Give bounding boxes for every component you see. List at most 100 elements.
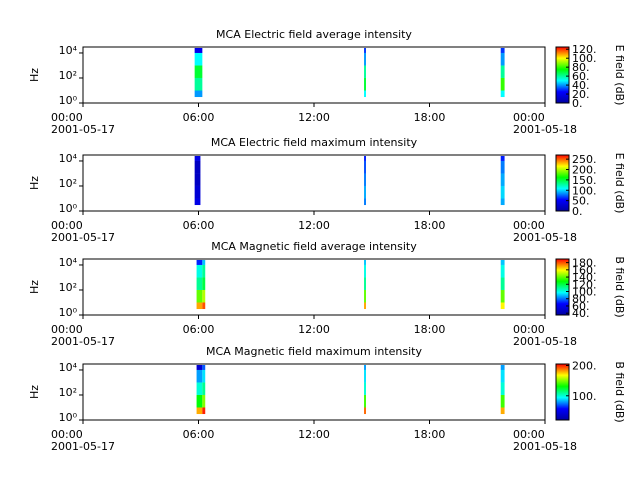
- y-axis-label: Hz: [28, 68, 41, 82]
- colorbar-tick-label: 50.: [572, 195, 590, 208]
- heat-cell: [364, 382, 366, 395]
- colorbar-tick-label: 0.: [572, 205, 583, 218]
- x-tick-label: 00:00 2001-05-18: [513, 323, 577, 348]
- x-tick-label: 12:00: [298, 219, 330, 232]
- y-tick-label: 10²: [58, 68, 77, 82]
- y-tick-label: 10²: [58, 280, 77, 294]
- y-tick-label: 10⁰: [58, 202, 77, 215]
- heat-cell: [202, 302, 206, 310]
- x-tick-label: 00:00 2001-05-17: [51, 428, 115, 453]
- heat-cell: [364, 155, 366, 161]
- heat-cell: [202, 382, 206, 395]
- heat-cell: [500, 173, 505, 186]
- x-tick-label: 00:00 2001-05-17: [51, 219, 115, 244]
- x-tick-label: 00:00 2001-05-18: [513, 219, 577, 244]
- heat-cell: [364, 185, 366, 199]
- colorbar: [555, 258, 570, 316]
- colorbar-tick-label: 200.: [572, 164, 597, 177]
- heat-cell: [500, 407, 505, 415]
- heat-cell: [202, 407, 206, 415]
- colorbar-tick-label: 80.: [572, 61, 590, 74]
- colorbar-tick-label: 200.: [572, 360, 597, 373]
- x-tick-label: 18:00: [413, 428, 446, 441]
- heat-cell: [194, 47, 203, 53]
- heat-cell: [202, 277, 206, 290]
- y-tick-label: 10⁰: [58, 94, 77, 107]
- heat-cell: [500, 364, 505, 370]
- heat-cell: [364, 369, 366, 383]
- heat-cell: [364, 47, 366, 53]
- x-tick-label: 12:00: [298, 111, 330, 124]
- heat-cell: [194, 65, 203, 78]
- x-tick-label: 12:00: [298, 428, 330, 441]
- chart-title: MCA Electric field maximum intensity: [211, 136, 418, 149]
- heat-cell: [196, 364, 203, 370]
- colorbar-tick-label: 250.: [572, 153, 597, 166]
- heat-cell: [202, 259, 206, 265]
- x-tick-label: 00:00 2001-05-18: [513, 111, 577, 136]
- colorbar-tick-label: 60.: [572, 300, 590, 313]
- heat-cell: [364, 77, 366, 91]
- colorbar-tick-label: 60.: [572, 70, 590, 83]
- heat-cell: [500, 198, 505, 206]
- x-tick-label: 06:00: [182, 323, 215, 336]
- x-tick-label: 18:00: [413, 111, 446, 124]
- heat-cell: [196, 289, 203, 303]
- y-axis-label: Hz: [28, 176, 41, 190]
- heat-cell: [194, 160, 201, 174]
- heat-cell: [202, 264, 206, 278]
- plot-frame: [82, 46, 546, 104]
- chart-title: MCA Electric field average intensity: [216, 28, 412, 41]
- colorbar-tick-label: 80.: [572, 293, 590, 306]
- chart-title: MCA Magnetic field average intensity: [211, 240, 417, 253]
- heat-cell: [364, 407, 366, 415]
- heat-cell: [364, 198, 366, 206]
- heat-cell: [194, 185, 201, 199]
- heat-cell: [202, 369, 206, 383]
- heat-cell: [364, 277, 366, 290]
- heat-cell: [500, 264, 505, 278]
- colorbar-label: B field (dB): [613, 361, 626, 422]
- heat-cell: [364, 173, 366, 186]
- colorbar-tick-label: 100.: [572, 390, 597, 403]
- heat-cell: [364, 289, 366, 303]
- colorbar-label: B field (dB): [613, 256, 626, 317]
- colorbar-tick-label: 160.: [572, 264, 597, 277]
- y-tick-label: 10⁴: [58, 151, 77, 165]
- colorbar-tick-label: 140.: [572, 271, 597, 284]
- colorbar-label: E field (dB): [613, 153, 626, 214]
- x-tick-label: 06:00: [182, 111, 215, 124]
- y-tick-label: 10⁴: [58, 43, 77, 57]
- y-axis-label: Hz: [28, 280, 41, 294]
- y-tick-label: 10⁴: [58, 360, 77, 374]
- heat-cell: [196, 369, 203, 383]
- colorbar-tick-label: 180.: [572, 257, 597, 270]
- heat-cell: [194, 77, 203, 91]
- y-tick-label: 10⁰: [58, 411, 77, 424]
- y-tick-label: 10²: [58, 176, 77, 190]
- colorbar-tick-label: 0.: [572, 97, 583, 110]
- x-tick-label: 06:00: [182, 428, 215, 441]
- x-tick-label: 00:00 2001-05-17: [51, 111, 115, 136]
- x-tick-label: 00:00 2001-05-18: [513, 428, 577, 453]
- colorbar-tick-label: 120.: [572, 43, 597, 56]
- heat-cell: [364, 160, 366, 174]
- heat-cell: [500, 185, 505, 199]
- y-axis-label: Hz: [28, 385, 41, 399]
- heat-cell: [194, 52, 203, 66]
- heat-cell: [500, 77, 505, 91]
- colorbar-tick-label: 40.: [572, 307, 590, 320]
- heat-cell: [500, 277, 505, 290]
- heat-cell: [500, 90, 505, 98]
- heat-cell: [196, 382, 203, 395]
- heat-cell: [194, 90, 203, 98]
- plot-frame: [82, 258, 546, 316]
- heat-cell: [364, 364, 366, 370]
- heat-cell: [202, 394, 206, 408]
- x-tick-label: 12:00: [298, 323, 330, 336]
- heat-cell: [500, 47, 505, 53]
- heat-cell: [500, 52, 505, 66]
- heat-cell: [194, 173, 201, 186]
